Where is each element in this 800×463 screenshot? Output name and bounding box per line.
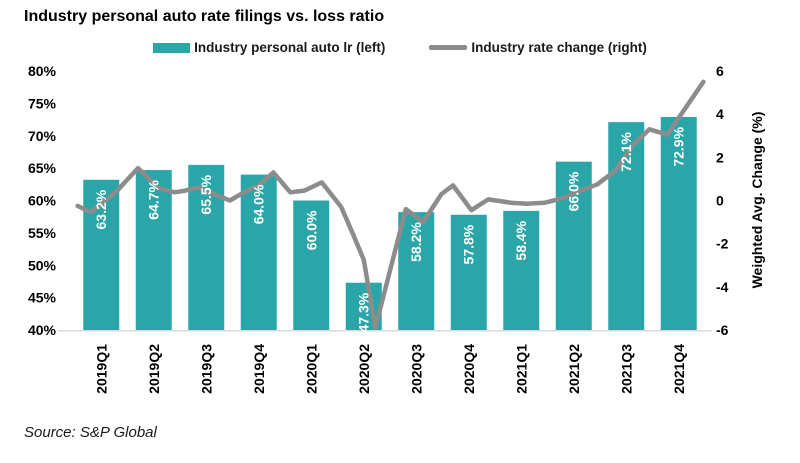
x-axis-category-label: 2020Q2: [356, 344, 372, 394]
x-axis-category-label: 2021Q3: [618, 344, 634, 394]
bar-2021Q4: [660, 116, 697, 330]
line-series-swatch-icon: [429, 45, 468, 50]
legend-label-loss-ratio: Industry personal auto lr (left): [194, 40, 386, 55]
chart-title: Industry personal auto rate filings vs. …: [24, 8, 385, 25]
bar-value-label: 58.2%: [408, 222, 424, 262]
bar-value-label: 64.0%: [251, 184, 267, 224]
x-axis-category-label: 2020Q3: [408, 344, 424, 394]
legend-item-rate-change: Industry rate change (right): [429, 40, 647, 55]
left-axis-tick-label: 55%: [28, 225, 57, 241]
right-axis-tick-label: -4: [716, 279, 729, 295]
x-axis-category-label: 2021Q4: [671, 344, 687, 394]
x-axis-category-label: 2020Q4: [461, 344, 477, 394]
bar-value-label: 66.0%: [566, 171, 582, 211]
x-axis-category-label: 2019Q1: [93, 344, 109, 394]
x-axis-category-label: 2021Q1: [513, 344, 529, 394]
x-axis-category-label: 2021Q2: [566, 344, 582, 394]
bar-series-swatch-icon: [153, 42, 191, 53]
bar-2019Q4: [240, 174, 277, 330]
right-axis-tick-label: 2: [716, 149, 724, 165]
right-axis-tick-label: -6: [716, 322, 729, 338]
left-axis-tick-label: 80%: [28, 63, 57, 79]
rate-change-line: [75, 79, 706, 331]
bar-value-label: 60.0%: [303, 210, 319, 250]
bar-value-label: 72.1%: [618, 132, 634, 172]
x-axis-category-label: 2019Q2: [146, 344, 162, 394]
bar-value-label: 64.7%: [146, 180, 162, 220]
bar-2020Q4: [450, 214, 487, 330]
right-axis-tick-label: 4: [716, 106, 724, 122]
right-axis-tick-label: 6: [716, 63, 724, 79]
left-axis-tick-label: 60%: [28, 193, 57, 209]
left-axis-tick-label: 40%: [28, 322, 57, 338]
bar-value-label: 63.2%: [93, 189, 109, 229]
x-axis-category-label: 2019Q3: [198, 344, 214, 394]
left-axis-tick-label: 45%: [28, 290, 57, 306]
bar-2020Q3: [398, 212, 435, 330]
bar-value-label: 72.9%: [671, 126, 687, 166]
right-axis-tick-label: 0: [716, 193, 724, 209]
bar-2019Q2: [135, 170, 172, 330]
x-axis-category-label: 2019Q4: [251, 344, 267, 394]
bar-value-label: 57.8%: [461, 224, 477, 264]
right-axis-tick-label: -2: [716, 236, 729, 252]
source-note: Source: S&P Global: [24, 424, 157, 441]
left-axis-tick-label: 70%: [28, 128, 57, 144]
bar-2021Q1: [503, 210, 540, 330]
legend-item-loss-ratio: Industry personal auto lr (left): [153, 40, 385, 55]
legend-label-rate-change: Industry rate change (right): [471, 40, 647, 55]
left-axis-tick-label: 50%: [28, 257, 57, 273]
bar-value-label: 47.3%: [356, 292, 372, 332]
bar-value-label: 65.5%: [198, 174, 214, 214]
bar-2020Q1: [293, 200, 330, 330]
right-axis-title: Weighted Avg. Change (%): [749, 112, 765, 289]
chart-legend: Industry personal auto lr (left) Industr…: [0, 40, 800, 55]
left-axis-tick-label: 65%: [28, 160, 57, 176]
bar-value-label: 58.4%: [513, 220, 529, 260]
x-axis-category-label: 2020Q1: [303, 344, 319, 394]
left-axis-tick-label: 75%: [28, 95, 57, 111]
